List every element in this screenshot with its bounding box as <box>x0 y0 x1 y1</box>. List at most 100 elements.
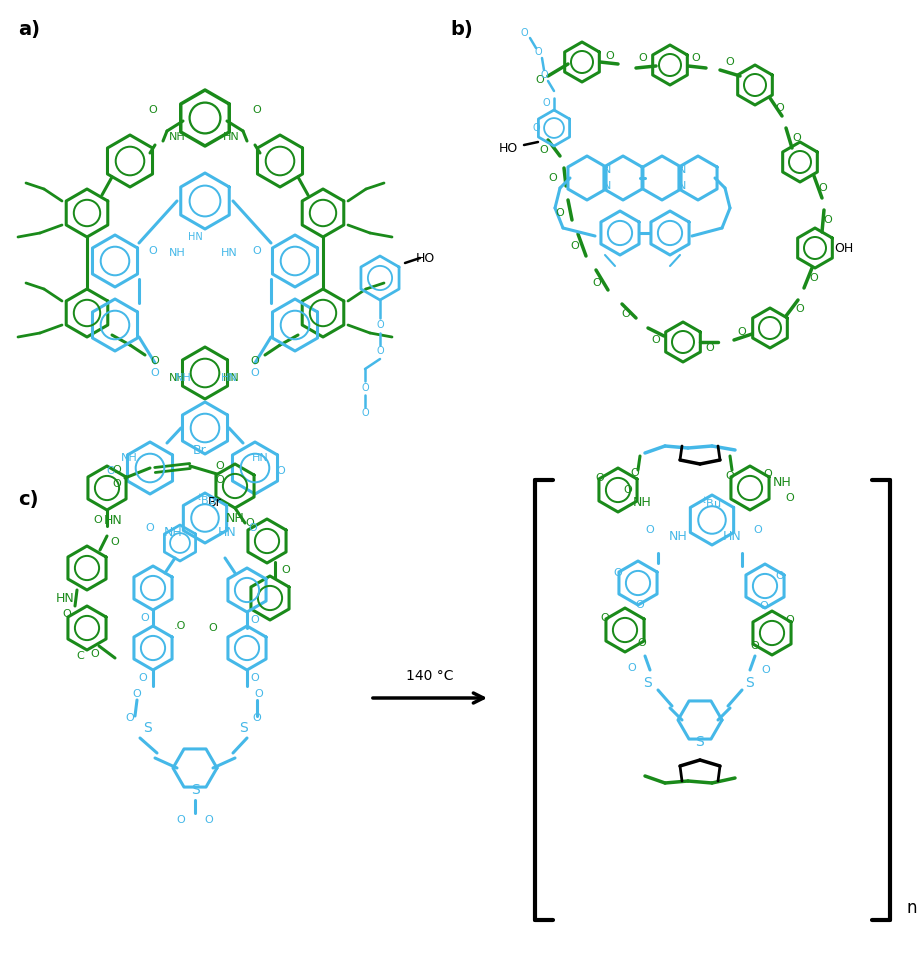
Text: O: O <box>252 246 261 256</box>
Text: S: S <box>746 676 754 690</box>
Text: O: O <box>140 613 150 623</box>
Text: O: O <box>785 493 795 503</box>
Text: O: O <box>111 537 119 547</box>
Text: O: O <box>636 600 644 610</box>
Text: O: O <box>542 98 550 108</box>
Text: n: n <box>906 899 918 917</box>
Text: O: O <box>622 309 630 319</box>
Text: O: O <box>596 473 604 483</box>
Text: O: O <box>763 469 772 479</box>
Text: b): b) <box>450 20 473 39</box>
Text: HN: HN <box>723 529 741 542</box>
Text: O: O <box>91 649 100 659</box>
Text: NH: NH <box>633 497 651 509</box>
Text: HO: HO <box>416 252 434 264</box>
Text: O: O <box>651 335 661 345</box>
Text: O: O <box>549 173 557 183</box>
Text: O: O <box>555 208 565 218</box>
Text: O: O <box>215 475 225 485</box>
Text: O: O <box>796 304 805 314</box>
Text: S: S <box>190 783 200 797</box>
Text: O: O <box>624 485 632 495</box>
Text: HN: HN <box>218 527 237 539</box>
Text: O: O <box>376 346 383 356</box>
Text: O: O <box>139 673 147 683</box>
Text: Br: Br <box>193 443 207 457</box>
Text: O: O <box>520 28 528 38</box>
Text: O: O <box>532 123 540 133</box>
Text: O: O <box>775 571 784 581</box>
Text: O: O <box>536 75 544 85</box>
Text: O: O <box>725 471 735 481</box>
Text: O: O <box>592 278 602 288</box>
Text: O: O <box>750 641 760 651</box>
Text: O: O <box>250 673 260 683</box>
Text: c): c) <box>18 490 39 509</box>
Text: O: O <box>149 105 157 115</box>
Text: NH: NH <box>175 373 191 383</box>
Text: O: O <box>282 565 290 575</box>
Text: O: O <box>361 383 369 393</box>
Text: .O: .O <box>174 621 187 631</box>
Text: O: O <box>760 601 769 611</box>
Text: O: O <box>706 343 714 353</box>
Text: O: O <box>646 525 654 535</box>
Text: O: O <box>571 241 579 251</box>
Text: O: O <box>63 609 71 619</box>
Text: a): a) <box>18 20 40 39</box>
Text: O: O <box>176 815 186 825</box>
Text: O: O <box>133 689 141 699</box>
Text: HN: HN <box>223 132 239 142</box>
Text: O: O <box>276 466 286 476</box>
Text: O: O <box>151 368 159 378</box>
Text: HO: HO <box>498 141 517 155</box>
Text: O: O <box>627 663 637 673</box>
Text: O: O <box>149 246 157 256</box>
Text: O: O <box>146 523 154 533</box>
Text: HN: HN <box>221 373 237 383</box>
Text: NH: NH <box>772 476 791 490</box>
Text: S: S <box>238 721 248 735</box>
Text: O: O <box>630 468 639 478</box>
Text: O: O <box>209 623 217 633</box>
Text: O: O <box>614 568 623 578</box>
Text: O: O <box>361 408 369 418</box>
Text: O: O <box>775 103 784 113</box>
Text: O: O <box>252 713 261 723</box>
Text: Br: Br <box>208 497 222 509</box>
Text: NH: NH <box>121 453 138 463</box>
Text: NH: NH <box>669 529 687 542</box>
Text: O: O <box>252 105 261 115</box>
Text: O: O <box>761 665 771 675</box>
Text: N: N <box>602 165 611 175</box>
Text: NH: NH <box>225 511 244 525</box>
Text: O: O <box>737 327 747 337</box>
Text: O: O <box>638 53 648 63</box>
Text: NH: NH <box>168 248 186 258</box>
Text: O: O <box>151 356 159 366</box>
Text: N: N <box>602 181 611 191</box>
Text: S: S <box>644 676 652 690</box>
Text: O: O <box>113 465 121 475</box>
Text: O: O <box>725 57 735 67</box>
Text: O: O <box>605 51 614 61</box>
Text: O: O <box>106 466 116 476</box>
Text: O: O <box>819 183 827 193</box>
Text: HN: HN <box>103 513 122 527</box>
Text: O: O <box>638 638 647 648</box>
Text: C: C <box>76 651 84 661</box>
Text: HN: HN <box>221 248 237 258</box>
Text: O: O <box>126 713 134 723</box>
Text: N: N <box>678 181 687 191</box>
Text: NH: NH <box>168 373 186 383</box>
Text: HN: HN <box>251 453 268 463</box>
Text: O: O <box>793 133 801 143</box>
Text: NH: NH <box>164 527 182 539</box>
Text: O: O <box>215 461 225 471</box>
Text: O: O <box>601 613 609 623</box>
Text: O: O <box>809 273 819 283</box>
Text: O: O <box>204 815 213 825</box>
Text: O: O <box>541 70 548 80</box>
Text: O: O <box>113 479 121 489</box>
Text: N: N <box>678 165 687 175</box>
